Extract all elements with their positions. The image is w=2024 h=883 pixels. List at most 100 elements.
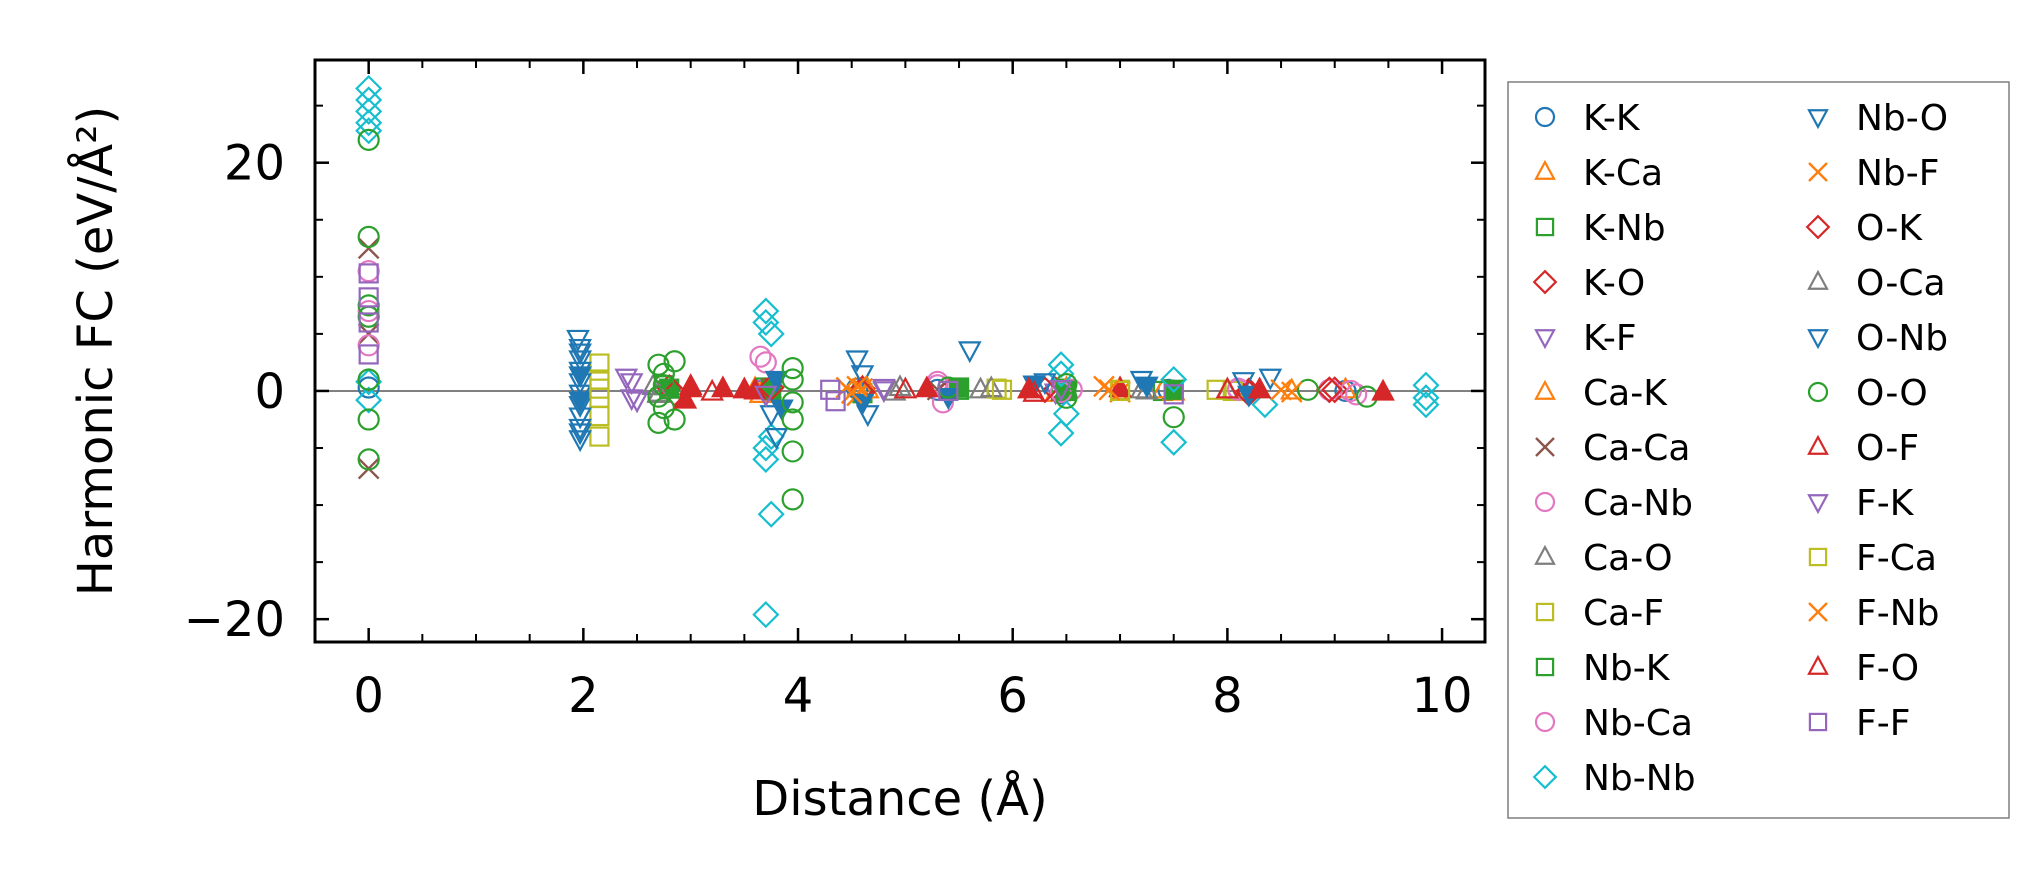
data-point xyxy=(663,408,686,431)
data-point xyxy=(358,312,379,333)
legend-item: O-O xyxy=(1807,373,1928,414)
legend-item: Ca-Nb xyxy=(1534,483,1693,524)
data-point xyxy=(1108,375,1132,398)
data-point xyxy=(1047,360,1075,388)
data-point xyxy=(647,411,670,434)
legend-label: F-Ca xyxy=(1856,538,1937,579)
series-O-F xyxy=(673,375,1395,409)
data-point xyxy=(614,368,639,391)
data-point xyxy=(355,386,383,414)
legend-marker xyxy=(1532,269,1558,295)
data-point xyxy=(357,448,380,471)
data-point xyxy=(1280,381,1303,403)
legend-label: O-K xyxy=(1856,208,1923,249)
data-point xyxy=(752,308,780,337)
series-F-K xyxy=(619,373,1073,414)
data-point xyxy=(357,299,380,323)
data-point xyxy=(1215,376,1240,399)
data-point xyxy=(1098,378,1121,401)
data-point xyxy=(893,376,918,399)
legend-item: K-K xyxy=(1534,98,1641,139)
legend-marker xyxy=(1534,379,1556,400)
data-point xyxy=(358,287,379,308)
y-tick-label: 0 xyxy=(254,364,285,420)
legend-marker xyxy=(1532,764,1558,790)
data-point xyxy=(652,374,675,397)
legend-item: O-F xyxy=(1807,428,1919,469)
legend-marker xyxy=(1808,162,1828,182)
legend-item: F-K xyxy=(1807,483,1915,524)
data-point xyxy=(850,365,875,388)
legend-label: Ca-Ca xyxy=(1583,428,1690,469)
data-point xyxy=(1055,372,1078,396)
legend-item: Ca-Ca xyxy=(1535,428,1690,469)
legend-label: K-Nb xyxy=(1583,208,1666,249)
data-point xyxy=(357,237,380,260)
legend-item: F-F xyxy=(1808,703,1910,744)
data-point xyxy=(757,423,785,451)
axes-frame xyxy=(313,58,1487,644)
legend-marker xyxy=(1534,491,1556,513)
data-point xyxy=(1247,376,1272,399)
data-point xyxy=(357,376,380,399)
data-point xyxy=(752,297,780,325)
data-point xyxy=(872,378,896,401)
legend-item: F-Nb xyxy=(1808,593,1939,634)
legend-marker xyxy=(1807,109,1829,130)
data-point xyxy=(781,408,804,431)
legend-marker xyxy=(1808,547,1828,567)
data-point xyxy=(1206,379,1227,400)
legend-label: O-Nb xyxy=(1856,318,1948,359)
data-point xyxy=(757,320,785,348)
legend-marker xyxy=(1535,437,1555,457)
data-point xyxy=(568,350,592,373)
data-point xyxy=(1412,371,1440,399)
legend-label: K-F xyxy=(1583,318,1637,359)
data-point xyxy=(914,375,939,398)
data-point xyxy=(619,389,644,412)
data-point xyxy=(1135,376,1159,399)
data-point xyxy=(781,488,804,511)
legend-item: Nb-Ca xyxy=(1534,703,1693,744)
data-point xyxy=(1345,383,1368,406)
x-tick-label: 4 xyxy=(783,668,814,724)
data-point xyxy=(700,378,725,401)
data-point xyxy=(764,427,789,450)
data-point xyxy=(1279,377,1304,400)
legend-marker xyxy=(1535,217,1555,237)
legend-item: K-Ca xyxy=(1534,153,1663,194)
legend-label: K-O xyxy=(1583,263,1645,304)
data-point xyxy=(568,391,592,414)
legend-label: F-F xyxy=(1856,703,1910,744)
y-tick-label: 20 xyxy=(224,136,285,192)
legend-label: F-O xyxy=(1856,648,1919,689)
data-point xyxy=(357,225,380,248)
legend-marker xyxy=(1535,602,1555,622)
data-point xyxy=(357,368,380,391)
data-point xyxy=(1160,428,1188,456)
legend-label: F-Nb xyxy=(1856,593,1939,634)
legend-item: Ca-K xyxy=(1534,373,1668,414)
data-point xyxy=(845,350,869,373)
legend-marker xyxy=(1807,269,1829,290)
data-point xyxy=(825,391,846,412)
data-point xyxy=(957,341,982,364)
series-F-F xyxy=(358,263,1184,412)
plot-area: 0 2 4 6 8 10 −20 0 20 xyxy=(184,58,1487,724)
data-point xyxy=(647,385,670,408)
data-point xyxy=(764,370,789,393)
legend-label: Nb-Nb xyxy=(1583,758,1696,799)
data-point xyxy=(991,379,1013,400)
legend-item: Ca-F xyxy=(1535,593,1664,634)
data-point xyxy=(1251,391,1279,419)
data-point xyxy=(846,375,868,398)
legend-item: K-Nb xyxy=(1535,208,1666,249)
data-point xyxy=(678,373,703,395)
legend-item: K-O xyxy=(1532,263,1645,304)
legend-item: O-Ca xyxy=(1807,263,1946,304)
data-point xyxy=(568,343,592,366)
legend-marker xyxy=(1535,657,1555,677)
data-point xyxy=(888,374,912,397)
data-point xyxy=(753,385,778,408)
legend-label: Ca-O xyxy=(1583,538,1673,579)
